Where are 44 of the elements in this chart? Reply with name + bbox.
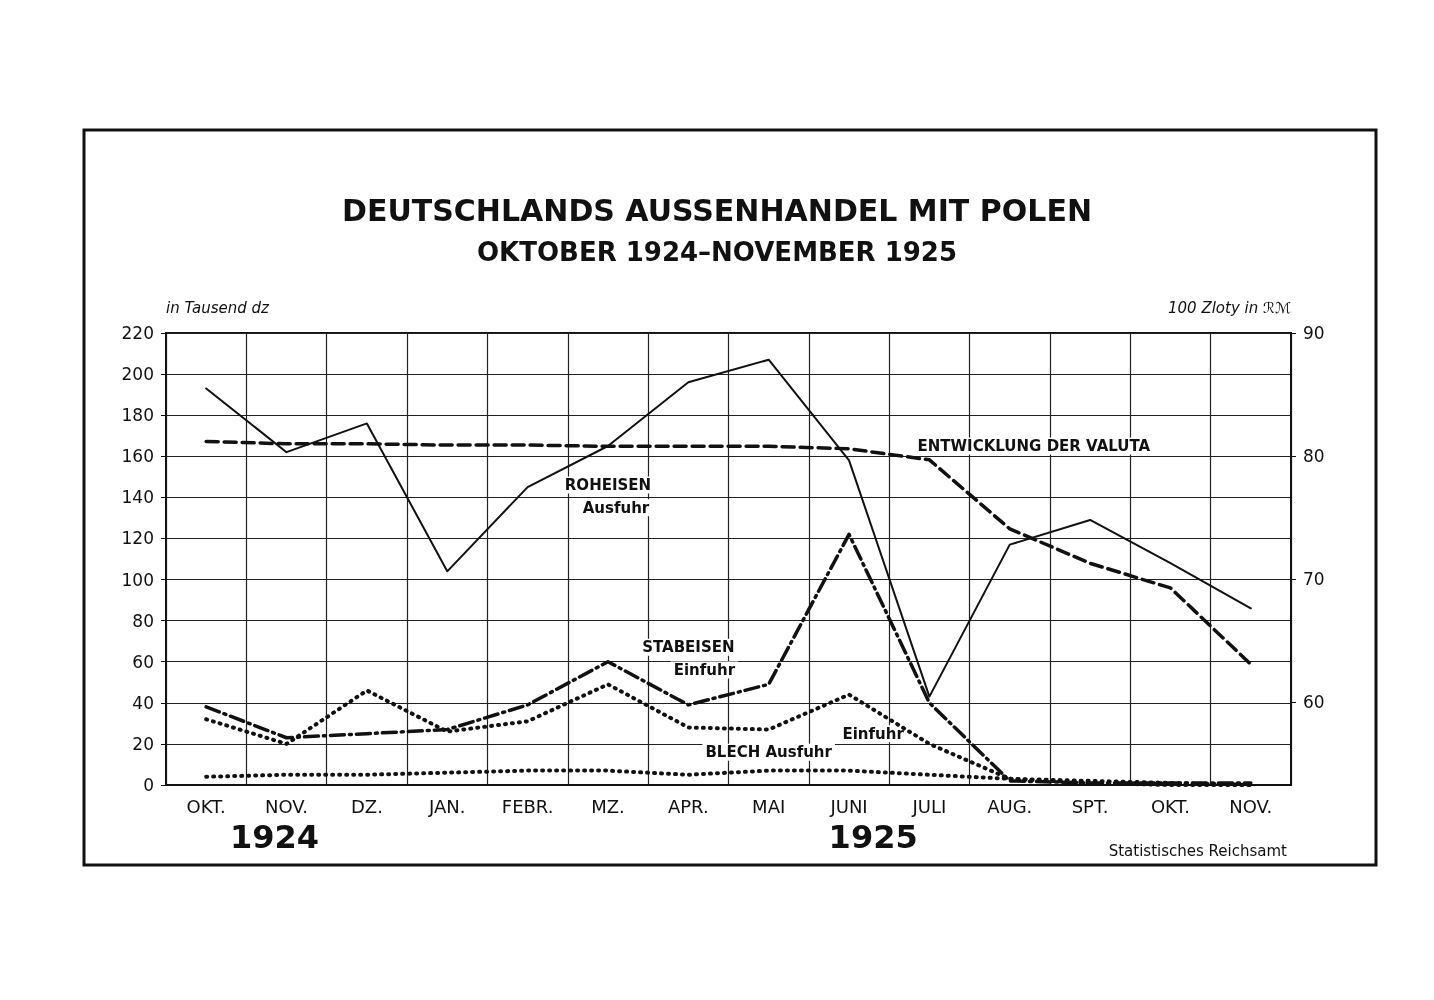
x-tick-label: NOV.: [1229, 795, 1273, 817]
y-tick-label: 80: [132, 610, 154, 631]
y-tick-label: 0: [143, 775, 154, 795]
x-tick-label: MAI: [752, 795, 786, 817]
x-tick-label: DZ.: [350, 795, 383, 817]
text: Statistisches Reichsamt: [1108, 842, 1288, 860]
y2-tick-label: 60: [1303, 692, 1325, 713]
x-tick-label: NOV.: [265, 795, 309, 817]
x-tick-label: FEBR.: [501, 795, 554, 817]
annotation: STABEISEN: [642, 638, 735, 657]
y-tick-label: 220: [121, 323, 154, 343]
y-tick-label: 180: [121, 405, 154, 426]
annotation: ENTWICKLUNG DER VALUTA: [917, 437, 1151, 455]
annotation: Einfuhr: [673, 660, 736, 679]
y2-tick-label: 90: [1303, 323, 1325, 343]
y-tick-label: 60: [132, 651, 154, 672]
x-tick-label: JUNI: [829, 795, 868, 817]
y2-tick-label: 70: [1303, 569, 1325, 590]
y2-axis-title: 100 Zloty in ℛℳ: [1168, 298, 1291, 317]
x-tick-label: JAN.: [428, 795, 466, 817]
y-tick-label: 40: [132, 692, 154, 713]
annotation: BLECH Ausfuhr: [705, 743, 833, 762]
y-tick-label: 140: [121, 487, 154, 508]
text: 1925: [828, 818, 918, 856]
y-tick-label: 100: [121, 569, 154, 590]
y-tick-label: 120: [121, 528, 154, 549]
y-tick-label: 20: [132, 733, 154, 754]
x-tick-label: OKT.: [1150, 795, 1191, 817]
x-tick-label: APR.: [667, 795, 709, 817]
annotation: ROHEISEN: [564, 476, 652, 495]
y2-tick-label: 80: [1303, 446, 1325, 467]
y-axis-title: in Tausend dz: [166, 298, 271, 317]
x-tick-label: OKT.: [186, 795, 226, 817]
annotation: Einfuhr: [842, 724, 905, 743]
y-tick-label: 200: [121, 364, 154, 385]
chart-title: DEUTSCHLANDS AUSSENHANDEL MIT POLEN: [342, 192, 1092, 228]
chart-subtitle: OKTOBER 1924–NOVEMBER 1925: [476, 237, 958, 267]
y-tick-label: 160: [121, 446, 154, 467]
text: 1924: [229, 818, 320, 856]
x-tick-label: AUG.: [987, 795, 1033, 817]
x-tick-label: MZ.: [591, 795, 625, 817]
x-tick-label: SPT.: [1071, 795, 1109, 817]
annotation: Ausfuhr: [582, 498, 650, 517]
x-tick-label: JULI: [911, 795, 947, 817]
